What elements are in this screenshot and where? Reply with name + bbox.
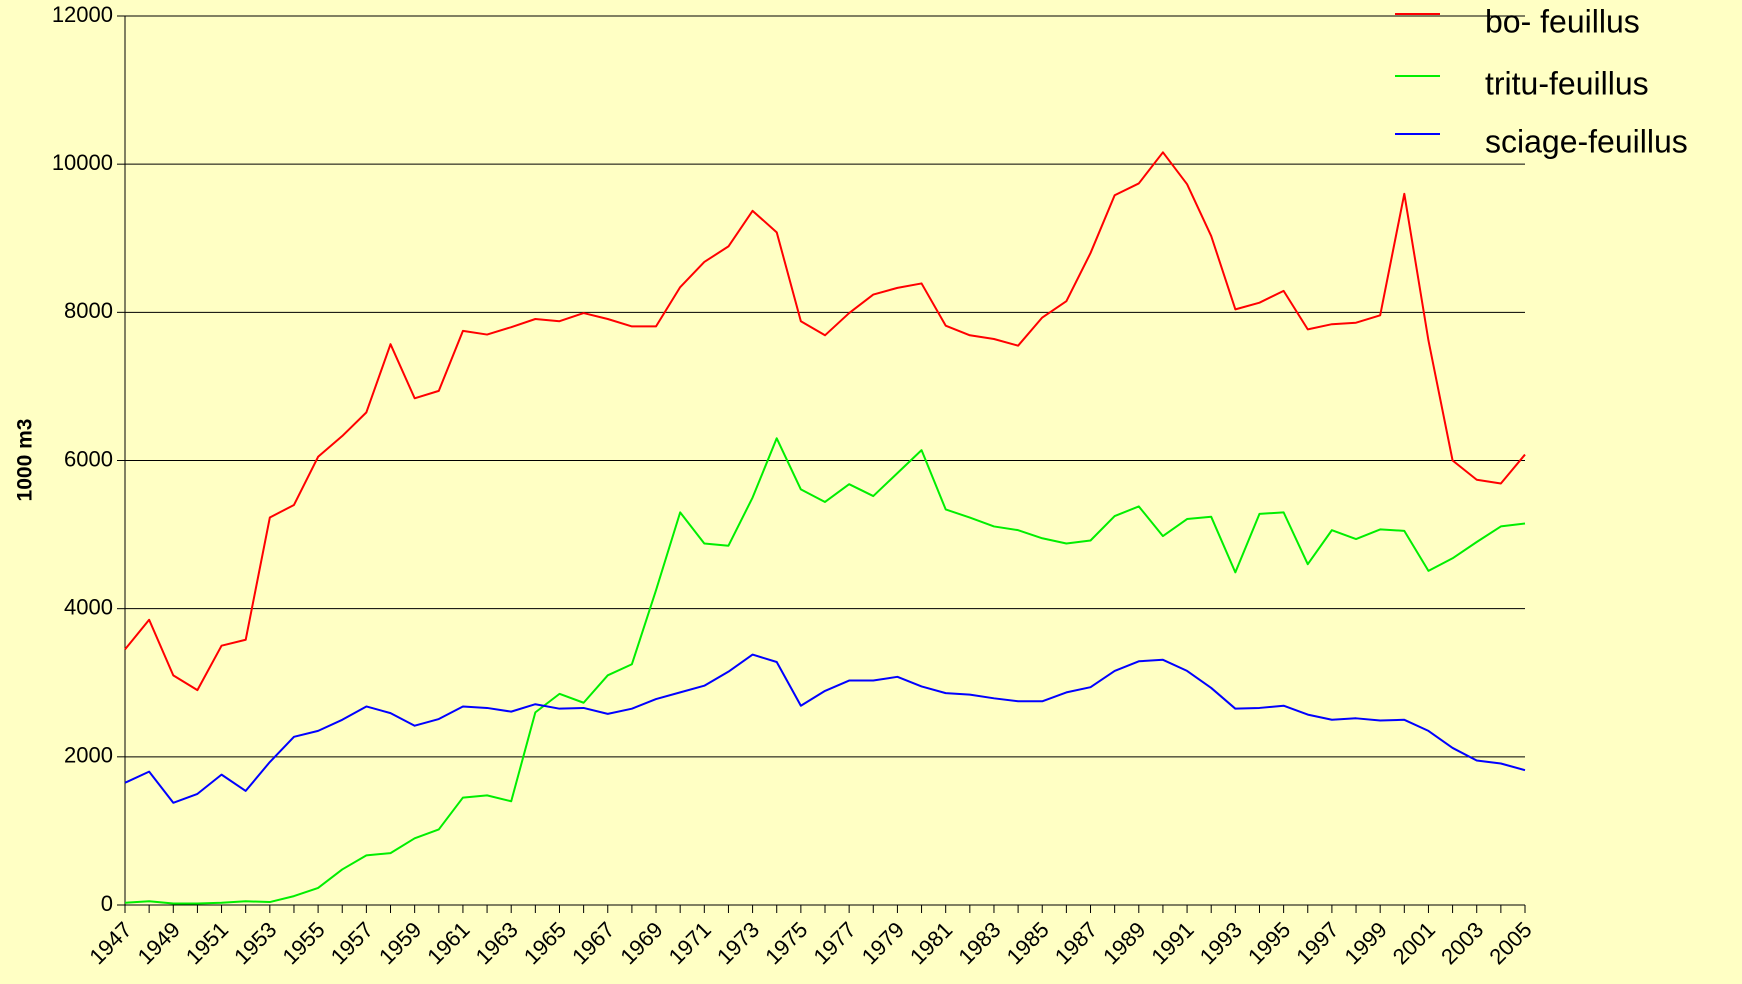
legend-label: tritu-feuillus [1485, 65, 1649, 101]
y-tick-label: 12000 [52, 2, 113, 27]
y-axis-label: 1000 m3 [14, 419, 37, 502]
y-tick-label: 6000 [64, 446, 113, 471]
line-series [124, 151, 1526, 692]
legend-label: bo- feuillus [1485, 3, 1640, 39]
y-tick-label: 10000 [52, 150, 113, 175]
line-series [124, 653, 1526, 804]
y-tick-label: 4000 [64, 594, 113, 619]
y-tick-label: 0 [101, 891, 113, 916]
legend-label: sciage-feuillus [1485, 123, 1688, 159]
y-tick-label: 2000 [64, 743, 113, 768]
line-series [124, 437, 1526, 905]
y-tick-label: 8000 [64, 298, 113, 323]
